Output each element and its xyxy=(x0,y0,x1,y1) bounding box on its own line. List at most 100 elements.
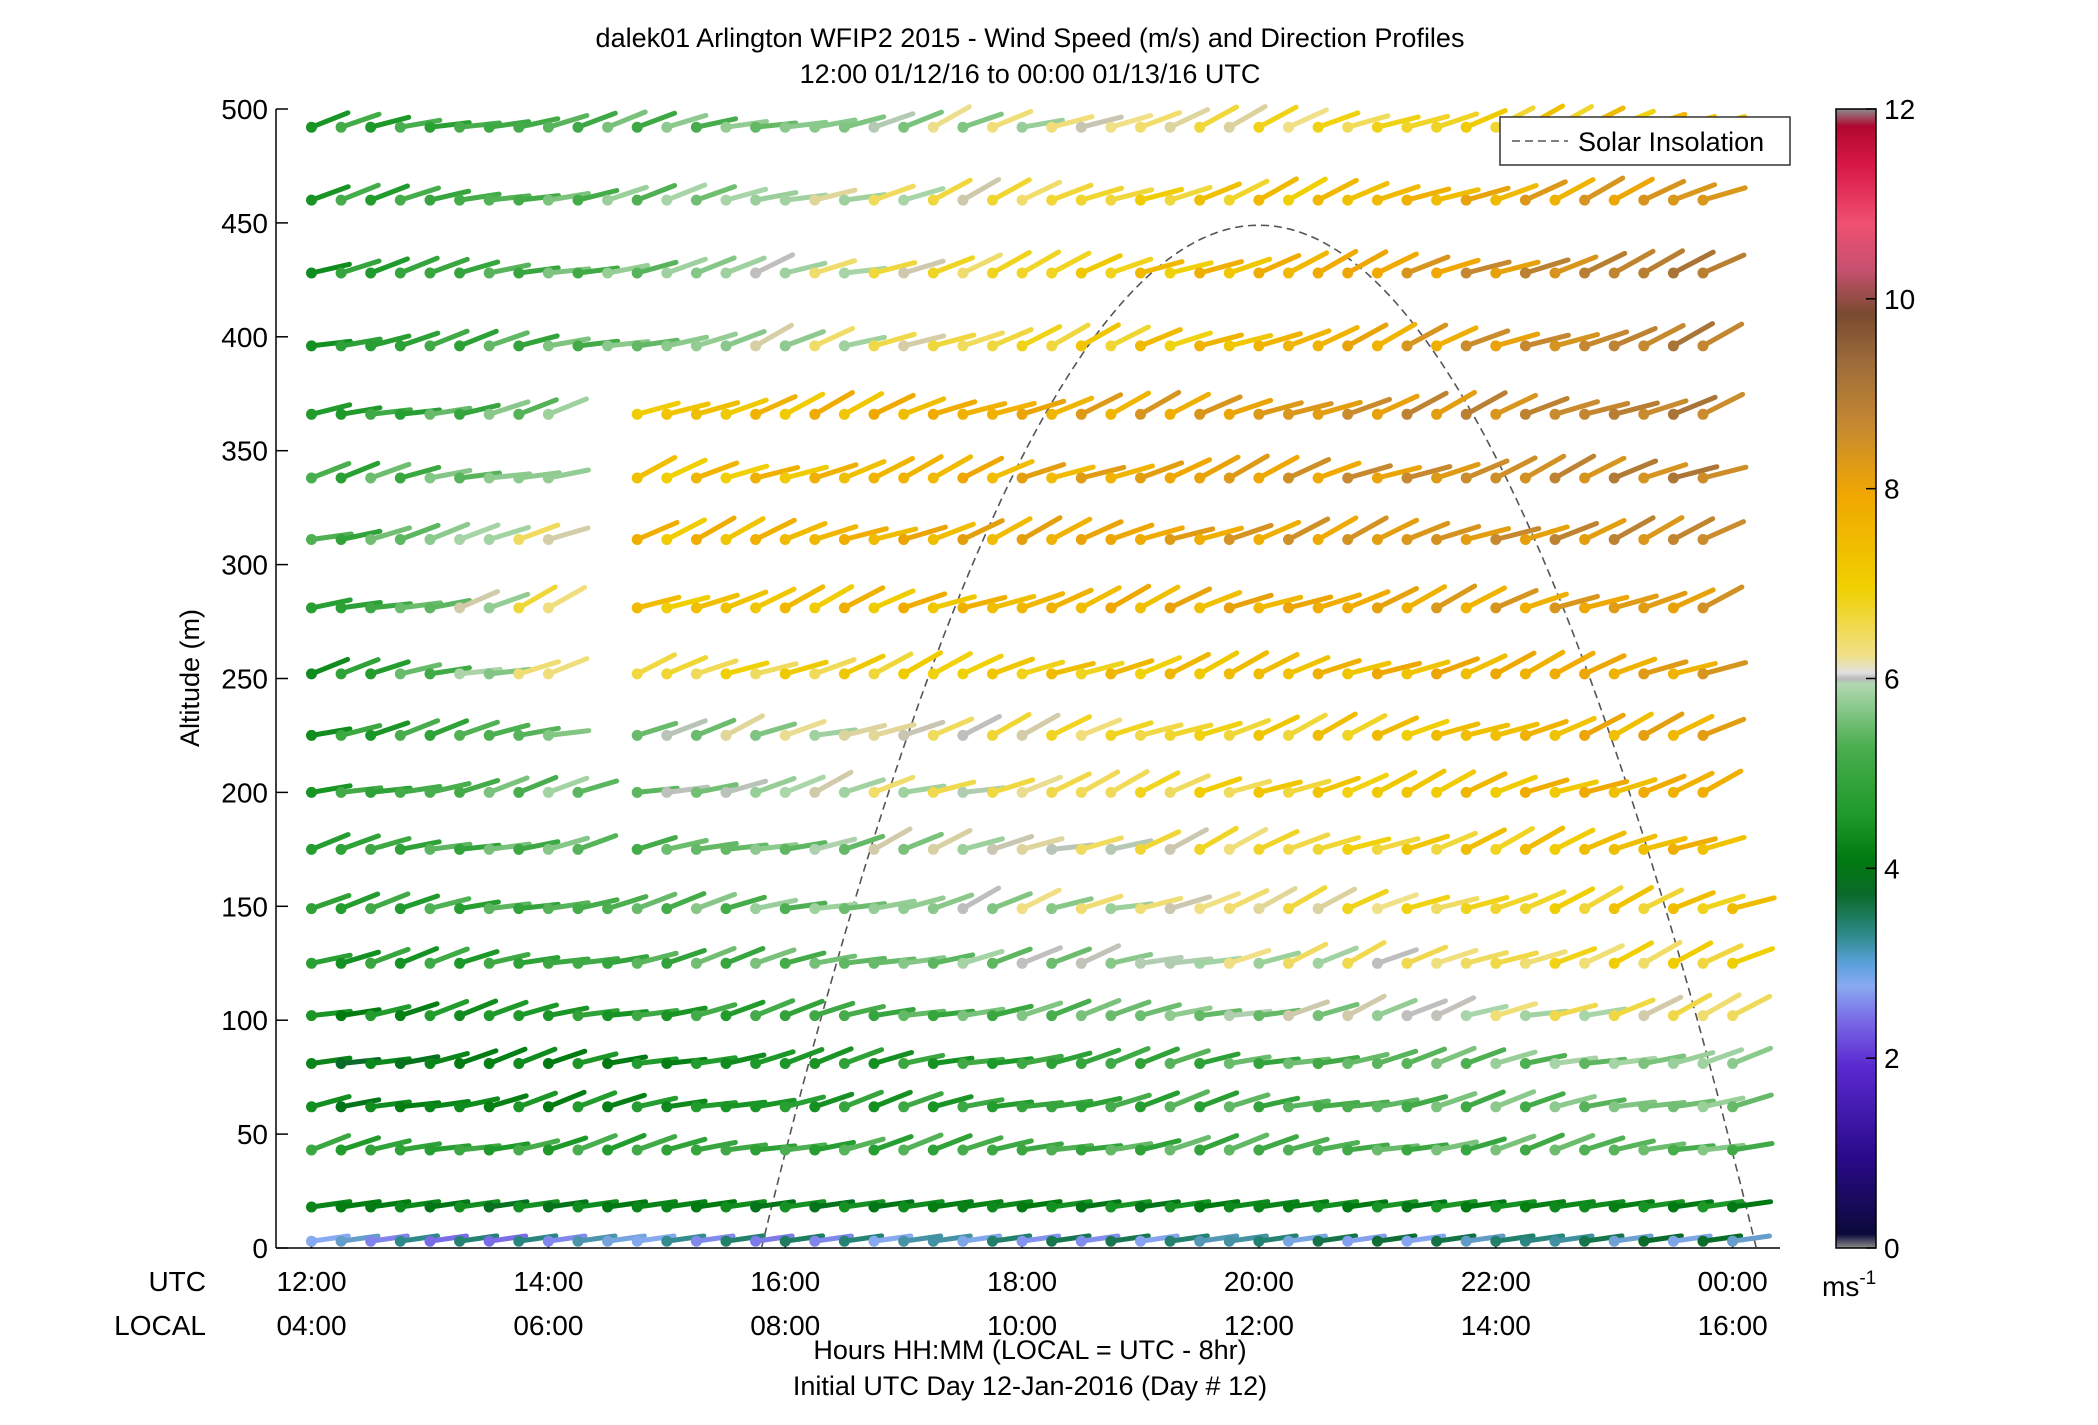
wind-barb-point xyxy=(1431,1235,1443,1247)
wind-barb-shaft xyxy=(1345,772,1389,795)
wind-barb-point xyxy=(690,786,702,798)
wind-barb-point xyxy=(424,472,436,484)
wind-barb-point xyxy=(1519,267,1531,279)
wind-barb-shaft xyxy=(1552,1055,1599,1066)
wind-barb-point xyxy=(1667,602,1679,614)
wind-barb-point xyxy=(1549,340,1561,352)
wind-barb-shaft xyxy=(1019,774,1064,795)
wind-barb-point xyxy=(1046,267,1058,279)
wind-barb-point xyxy=(1667,534,1679,545)
wind-barb-shaft xyxy=(901,524,948,542)
wind-barb-point xyxy=(927,194,939,206)
legend: Solar Insolation xyxy=(1499,116,1791,166)
wind-barb-point xyxy=(335,408,347,420)
wind-barb-point xyxy=(1223,408,1235,420)
wind-barb-shaft xyxy=(1197,1051,1241,1066)
wind-barb-point xyxy=(1608,267,1620,279)
utc-row-label: UTC xyxy=(148,1266,206,1297)
wind-barb-shaft xyxy=(1197,776,1243,795)
wind-barb-point xyxy=(1194,668,1206,680)
wind-barb-point xyxy=(424,267,436,279)
wind-barb-point xyxy=(542,1010,554,1022)
wind-barb-shaft xyxy=(1226,397,1274,417)
wind-barb-point xyxy=(1105,1101,1117,1113)
wind-barb-point xyxy=(987,408,998,420)
wind-barb-shaft xyxy=(605,1054,648,1066)
wind-barb-shaft xyxy=(1730,993,1773,1019)
wind-barb-point xyxy=(1342,340,1354,352)
wind-barb-point xyxy=(1164,786,1176,798)
wind-barb-point xyxy=(365,668,377,680)
wind-barb-shaft xyxy=(1256,829,1300,852)
wind-barb-shaft xyxy=(1493,331,1541,349)
wind-barb-shaft xyxy=(1670,992,1713,1019)
wind-barb-shaft xyxy=(1374,393,1420,417)
wind-barb-point xyxy=(987,602,998,614)
wind-barb-shaft xyxy=(1167,722,1214,738)
wind-barb-shaft xyxy=(1049,587,1094,611)
wind-barb-shaft xyxy=(1463,259,1512,276)
wind-barb-point xyxy=(1371,668,1383,680)
wind-barb-point xyxy=(335,957,347,969)
wind-barb-point xyxy=(868,194,880,206)
wind-barb-point xyxy=(1667,1101,1679,1113)
wind-barb-shaft xyxy=(812,901,859,912)
x-axis-sublabel: Initial UTC Day 12-Jan-2016 (Day # 12) xyxy=(793,1371,1267,1401)
wind-barb-point xyxy=(987,121,998,133)
wind-barb-point xyxy=(1105,121,1117,133)
wind-barb-point xyxy=(572,786,584,798)
wind-barb-shaft xyxy=(1108,1141,1154,1153)
wind-barb-shaft xyxy=(397,1141,442,1153)
wind-barb-point xyxy=(1608,194,1620,206)
wind-barb-point xyxy=(1549,843,1561,855)
wind-barb-point xyxy=(1075,340,1087,352)
wind-barb-point xyxy=(1401,1144,1413,1156)
wind-barb-shaft xyxy=(1197,1008,1243,1019)
wind-barb-point xyxy=(838,1010,850,1022)
wind-barb-point xyxy=(1164,1235,1176,1247)
wind-barb-shaft xyxy=(1552,1094,1597,1110)
wind-barb-point xyxy=(779,1010,791,1022)
wind-barb-point xyxy=(957,472,969,484)
wind-barb-shaft xyxy=(1404,1094,1449,1110)
wind-barb-point xyxy=(1371,1058,1383,1069)
wind-barb-shaft xyxy=(1434,257,1481,276)
wind-barb-shaft xyxy=(1167,260,1214,276)
wind-barb-shaft xyxy=(841,1004,886,1019)
wind-barb-point xyxy=(1460,729,1472,741)
wind-barb-point xyxy=(1431,729,1443,741)
wind-barb-shaft xyxy=(1641,590,1688,611)
wind-barb-point xyxy=(1075,1010,1087,1022)
wind-barb-shaft xyxy=(723,660,770,677)
wind-barb-shaft xyxy=(1226,333,1274,349)
wind-barb-shaft xyxy=(841,114,887,130)
wind-barb-point xyxy=(1164,267,1176,279)
wind-barb-shaft xyxy=(486,399,531,417)
wind-barb-shaft xyxy=(1611,593,1659,611)
wind-barb-point xyxy=(394,903,406,915)
wind-barb-point xyxy=(1460,534,1472,545)
wind-barb-point xyxy=(1371,534,1383,545)
colorbar-tick-label: 10 xyxy=(1884,284,1915,315)
wind-barb-point xyxy=(424,1144,436,1156)
wind-barb-shaft xyxy=(1374,464,1423,481)
wind-barb-point xyxy=(809,1058,821,1069)
wind-barb-shaft xyxy=(1670,940,1714,966)
y-tick-label: 250 xyxy=(221,664,268,695)
wind-barb-shaft xyxy=(664,948,707,966)
wind-barb-point xyxy=(1312,340,1324,352)
wind-barb-shaft xyxy=(427,1051,470,1066)
wind-barb-shaft xyxy=(1730,1092,1774,1110)
wind-barb-shaft xyxy=(1670,836,1718,852)
wind-barb-shaft xyxy=(782,840,828,852)
wind-barb-shaft xyxy=(634,720,679,738)
wind-barb-point xyxy=(1342,602,1354,614)
wind-barb-shaft xyxy=(871,331,917,349)
wind-barb-point xyxy=(1223,843,1235,855)
wind-barb-shaft xyxy=(457,470,502,481)
wind-barb-shaft xyxy=(693,1139,738,1153)
wind-barb-shaft xyxy=(1138,327,1183,349)
wind-barb-point xyxy=(868,668,880,680)
wind-barb-point xyxy=(1549,1101,1561,1113)
wind-barb-point xyxy=(1223,1058,1235,1069)
